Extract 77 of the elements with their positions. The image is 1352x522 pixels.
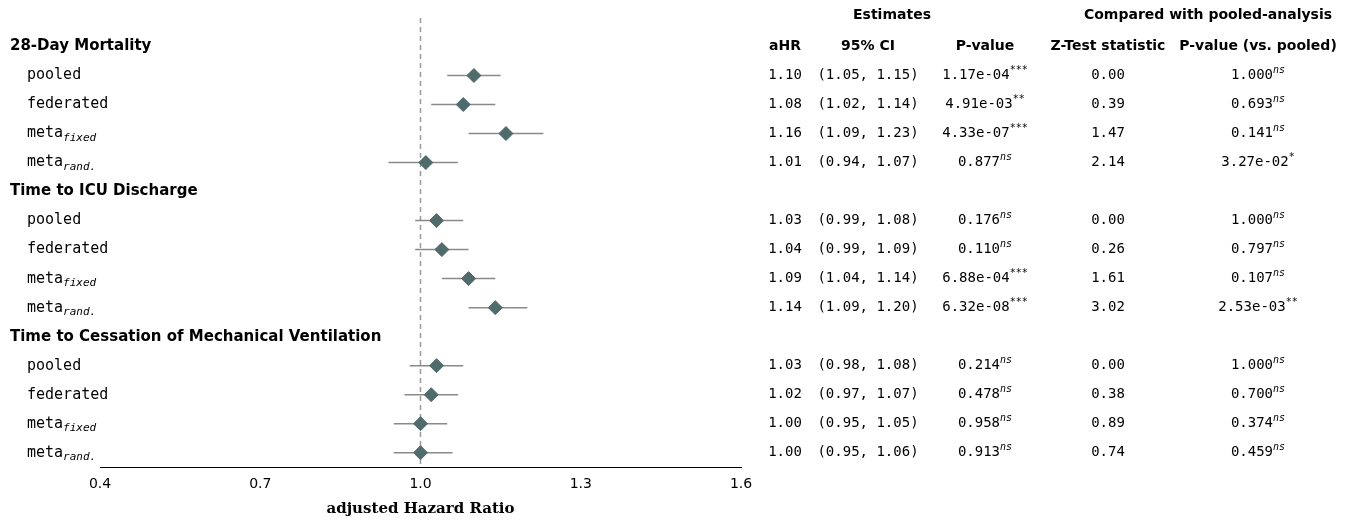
- x-tick-label: 0.4: [88, 475, 112, 492]
- text: Compared with pooled-analysis: [1083, 6, 1333, 23]
- data-label: 1.03: [768, 211, 802, 228]
- data-label: 1.16: [768, 124, 802, 141]
- text: 2.14: [1091, 153, 1125, 170]
- text: 0.74: [1091, 443, 1125, 460]
- text: (0.99, 1.08): [817, 211, 919, 228]
- point: [434, 242, 450, 258]
- text: 0.00: [1091, 356, 1125, 373]
- text: 6.32e-08***: [942, 295, 1028, 315]
- x-tick-label: 1.3: [569, 475, 592, 492]
- text: (1.09, 1.20): [817, 298, 919, 315]
- text: 0.00: [1091, 211, 1125, 228]
- point: [498, 126, 514, 142]
- data-label: 1.14: [768, 298, 802, 315]
- point: [413, 416, 428, 432]
- data-label: 1.00: [768, 443, 802, 460]
- x-axis-title: adjusted Hazard Ratio: [326, 498, 515, 517]
- y-tick-label: Time to Cessation of Mechanical Ventilation: [10, 326, 382, 345]
- text: 2.53e-03**: [1218, 295, 1298, 315]
- text: (1.05, 1.15): [817, 66, 919, 83]
- text: 95% CI: [841, 37, 895, 54]
- text: 0.39: [1091, 95, 1125, 112]
- y-tick-label: federated: [27, 384, 109, 403]
- y-tick-label: pooled: [27, 355, 82, 374]
- point: [429, 213, 445, 229]
- text: 4.33e-07***: [942, 121, 1028, 141]
- text: 0.00: [1091, 66, 1125, 83]
- text: (0.95, 1.06): [817, 443, 919, 460]
- text: 3.02: [1091, 298, 1125, 315]
- data-label: 1.09: [768, 269, 802, 286]
- text: (0.98, 1.08): [817, 356, 919, 373]
- point: [413, 445, 428, 461]
- data-label: 1.10: [768, 66, 802, 83]
- data-label: 1.04: [768, 240, 802, 257]
- point: [429, 358, 445, 374]
- data-label: 1.02: [768, 385, 802, 402]
- data-label: 1.03: [768, 356, 802, 373]
- text: P-value (vs. pooled): [1179, 37, 1337, 54]
- text: (1.09, 1.23): [817, 124, 919, 141]
- y-tick-label: federated: [27, 239, 109, 258]
- data-label: 1.08: [768, 95, 802, 112]
- text: 1.47: [1091, 124, 1125, 141]
- y-tick-label: federated: [27, 94, 109, 113]
- text: 0.38: [1091, 385, 1125, 402]
- y-tick-label: pooled: [27, 210, 82, 229]
- x-tick-label: 0.7: [249, 475, 272, 492]
- point: [487, 300, 503, 316]
- text: (0.99, 1.09): [817, 240, 919, 257]
- text: 3.27e-02*: [1221, 150, 1295, 170]
- text: aHR: [769, 37, 802, 54]
- text: 0.26: [1091, 240, 1125, 257]
- point: [466, 68, 482, 84]
- text: (1.02, 1.14): [817, 95, 919, 112]
- point: [418, 155, 434, 171]
- data-label: 1.00: [768, 414, 802, 431]
- text: 1.61: [1091, 269, 1125, 286]
- point: [461, 271, 477, 287]
- text: (1.04, 1.14): [817, 269, 919, 286]
- x-tick-label: 1.6: [729, 475, 753, 492]
- text: (0.97, 1.07): [817, 385, 919, 402]
- text: (0.95, 1.05): [817, 414, 919, 431]
- text: 4.91e-03**: [945, 92, 1025, 112]
- text: 0.89: [1091, 414, 1125, 431]
- text: 1.17e-04***: [942, 63, 1028, 83]
- point: [455, 97, 471, 113]
- text: (0.94, 1.07): [817, 153, 919, 170]
- text: P-value: [955, 37, 1015, 54]
- y-tick-label: 28-Day Mortality: [10, 36, 152, 55]
- text: Z-Test statistic: [1050, 37, 1166, 54]
- data-label: 1.01: [768, 153, 802, 170]
- point: [423, 387, 439, 403]
- y-tick-label: Time to ICU Discharge: [10, 181, 198, 200]
- x-tick-label: 1.0: [409, 475, 432, 492]
- text: Estimates: [853, 6, 931, 23]
- text: 6.88e-04***: [942, 266, 1028, 286]
- y-tick-label: pooled: [27, 65, 82, 84]
